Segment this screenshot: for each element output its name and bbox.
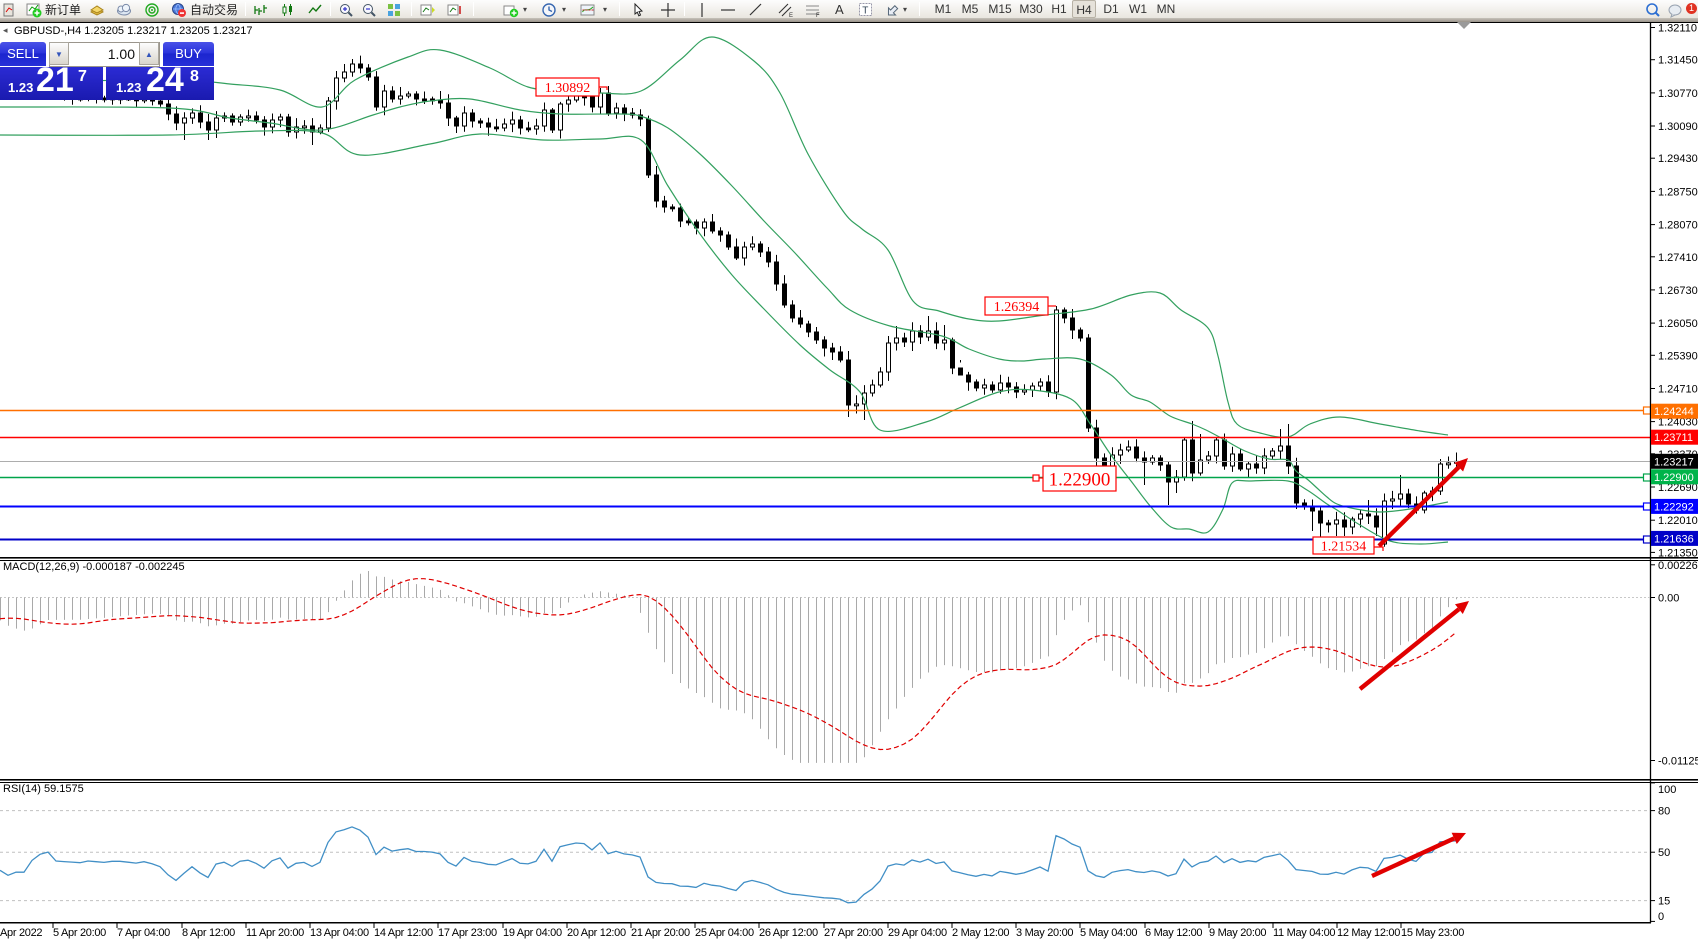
svg-text:E: E — [789, 13, 793, 18]
svg-text:1.31450: 1.31450 — [1658, 55, 1698, 67]
svg-text:0: 0 — [1658, 911, 1664, 923]
svg-text:8 Apr 12:00: 8 Apr 12:00 — [182, 927, 235, 939]
svg-text:1.21636: 1.21636 — [1654, 533, 1694, 545]
svg-text:29 Apr 04:00: 29 Apr 04:00 — [888, 927, 947, 939]
svg-text:MACD(12,26,9) -0.000187 -0.002: MACD(12,26,9) -0.000187 -0.002245 — [3, 561, 185, 573]
svg-text:1.22690: 1.22690 — [1658, 482, 1698, 494]
svg-text:50: 50 — [1658, 847, 1670, 859]
svg-text:0.00: 0.00 — [1658, 593, 1679, 605]
svg-text:7 Apr 04:00: 7 Apr 04:00 — [117, 927, 170, 939]
svg-text:1.26394: 1.26394 — [994, 300, 1040, 315]
svg-text:13 Apr 04:00: 13 Apr 04:00 — [310, 927, 369, 939]
svg-text:15: 15 — [1658, 896, 1670, 908]
svg-text:1.25390: 1.25390 — [1658, 350, 1698, 362]
svg-text:1.24710: 1.24710 — [1658, 384, 1698, 396]
svg-text:1.26050: 1.26050 — [1658, 318, 1698, 330]
svg-text:1.24030: 1.24030 — [1658, 417, 1698, 429]
svg-text:6 May 12:00: 6 May 12:00 — [1145, 927, 1202, 939]
svg-text:1.30892: 1.30892 — [545, 81, 591, 96]
svg-text:21 Apr 20:00: 21 Apr 20:00 — [631, 927, 690, 939]
svg-text:26 Apr 12:00: 26 Apr 12:00 — [759, 927, 818, 939]
svg-text:1.30090: 1.30090 — [1658, 121, 1698, 133]
svg-text:1.21350: 1.21350 — [1658, 547, 1698, 559]
svg-text:11 May 04:00: 11 May 04:00 — [1273, 927, 1335, 939]
svg-text:1.24244: 1.24244 — [1654, 406, 1694, 418]
svg-text:17 Apr 23:00: 17 Apr 23:00 — [438, 927, 497, 939]
svg-text:RSI(14) 59.1575: RSI(14) 59.1575 — [3, 783, 84, 795]
svg-text:T: T — [862, 5, 868, 16]
svg-text:2 May 12:00: 2 May 12:00 — [952, 927, 1009, 939]
svg-text:1.21534: 1.21534 — [1321, 540, 1367, 555]
svg-text:1.22292: 1.22292 — [1654, 501, 1694, 513]
svg-text:F: F — [816, 13, 820, 18]
svg-text:1.23711: 1.23711 — [1654, 432, 1693, 444]
svg-text:1.22900: 1.22900 — [1049, 469, 1111, 490]
svg-text:1.32110: 1.32110 — [1658, 23, 1697, 35]
svg-text:20 Apr 12:00: 20 Apr 12:00 — [567, 927, 626, 939]
svg-text:1.28070: 1.28070 — [1658, 220, 1698, 232]
svg-text:5 Apr 20:00: 5 Apr 20:00 — [53, 927, 106, 939]
svg-text:1.30770: 1.30770 — [1658, 88, 1698, 100]
svg-text:100: 100 — [1658, 784, 1676, 796]
svg-text:1.28750: 1.28750 — [1658, 186, 1698, 198]
svg-text:27 Apr 20:00: 27 Apr 20:00 — [824, 927, 883, 939]
svg-text:1.26730: 1.26730 — [1658, 285, 1698, 297]
svg-text:GBPUSD-,H4 1.23205 1.23217 1.: GBPUSD-,H4 1.23205 1.23217 1.23205 1.232… — [14, 25, 253, 37]
svg-text:1.29430: 1.29430 — [1658, 153, 1698, 165]
svg-text:15 May 23:00: 15 May 23:00 — [1401, 927, 1464, 939]
svg-text:◂: ◂ — [3, 25, 8, 35]
svg-text:9 May 20:00: 9 May 20:00 — [1209, 927, 1266, 939]
svg-text:1.27410: 1.27410 — [1658, 252, 1698, 264]
svg-text:14 Apr 12:00: 14 Apr 12:00 — [374, 927, 433, 939]
svg-text:Apr 2022: Apr 2022 — [0, 927, 42, 939]
svg-text:1.23217: 1.23217 — [1654, 456, 1694, 468]
svg-text:25 Apr 04:00: 25 Apr 04:00 — [695, 927, 754, 939]
svg-text:3 May 20:00: 3 May 20:00 — [1016, 927, 1073, 939]
svg-text:-0.011252: -0.011252 — [1658, 756, 1698, 768]
svg-text:5 May 04:00: 5 May 04:00 — [1080, 927, 1137, 939]
svg-text:0.00226: 0.00226 — [1658, 560, 1698, 572]
svg-text:1.22010: 1.22010 — [1658, 515, 1698, 527]
svg-text:12 May 12:00: 12 May 12:00 — [1337, 927, 1400, 939]
svg-text:11 Apr 20:00: 11 Apr 20:00 — [246, 927, 304, 939]
svg-text:19 Apr 04:00: 19 Apr 04:00 — [503, 927, 562, 939]
svg-text:80: 80 — [1658, 806, 1670, 818]
svg-text:1.22900: 1.22900 — [1654, 472, 1694, 484]
